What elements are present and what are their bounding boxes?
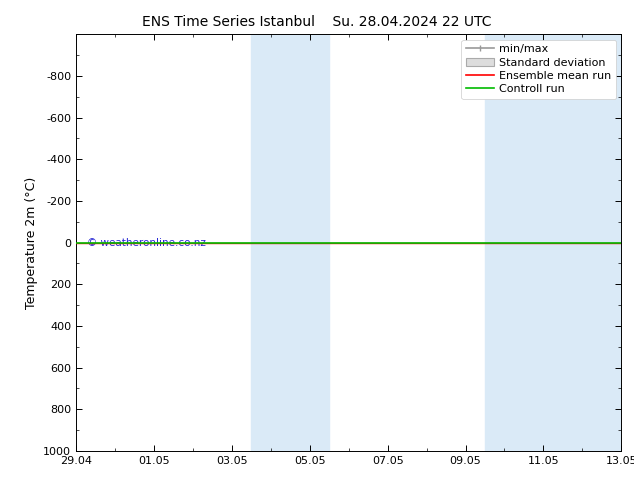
Text: © weatheronline.co.nz: © weatheronline.co.nz	[87, 238, 206, 247]
Bar	[251, 34, 329, 451]
Bar	[485, 34, 621, 451]
Legend: min/max, Standard deviation, Ensemble mean run, Controll run: min/max, Standard deviation, Ensemble me…	[462, 40, 616, 99]
Y-axis label: Temperature 2m (°C): Temperature 2m (°C)	[25, 176, 37, 309]
Text: ENS Time Series Istanbul    Su. 28.04.2024 22 UTC: ENS Time Series Istanbul Su. 28.04.2024 …	[142, 15, 492, 29]
